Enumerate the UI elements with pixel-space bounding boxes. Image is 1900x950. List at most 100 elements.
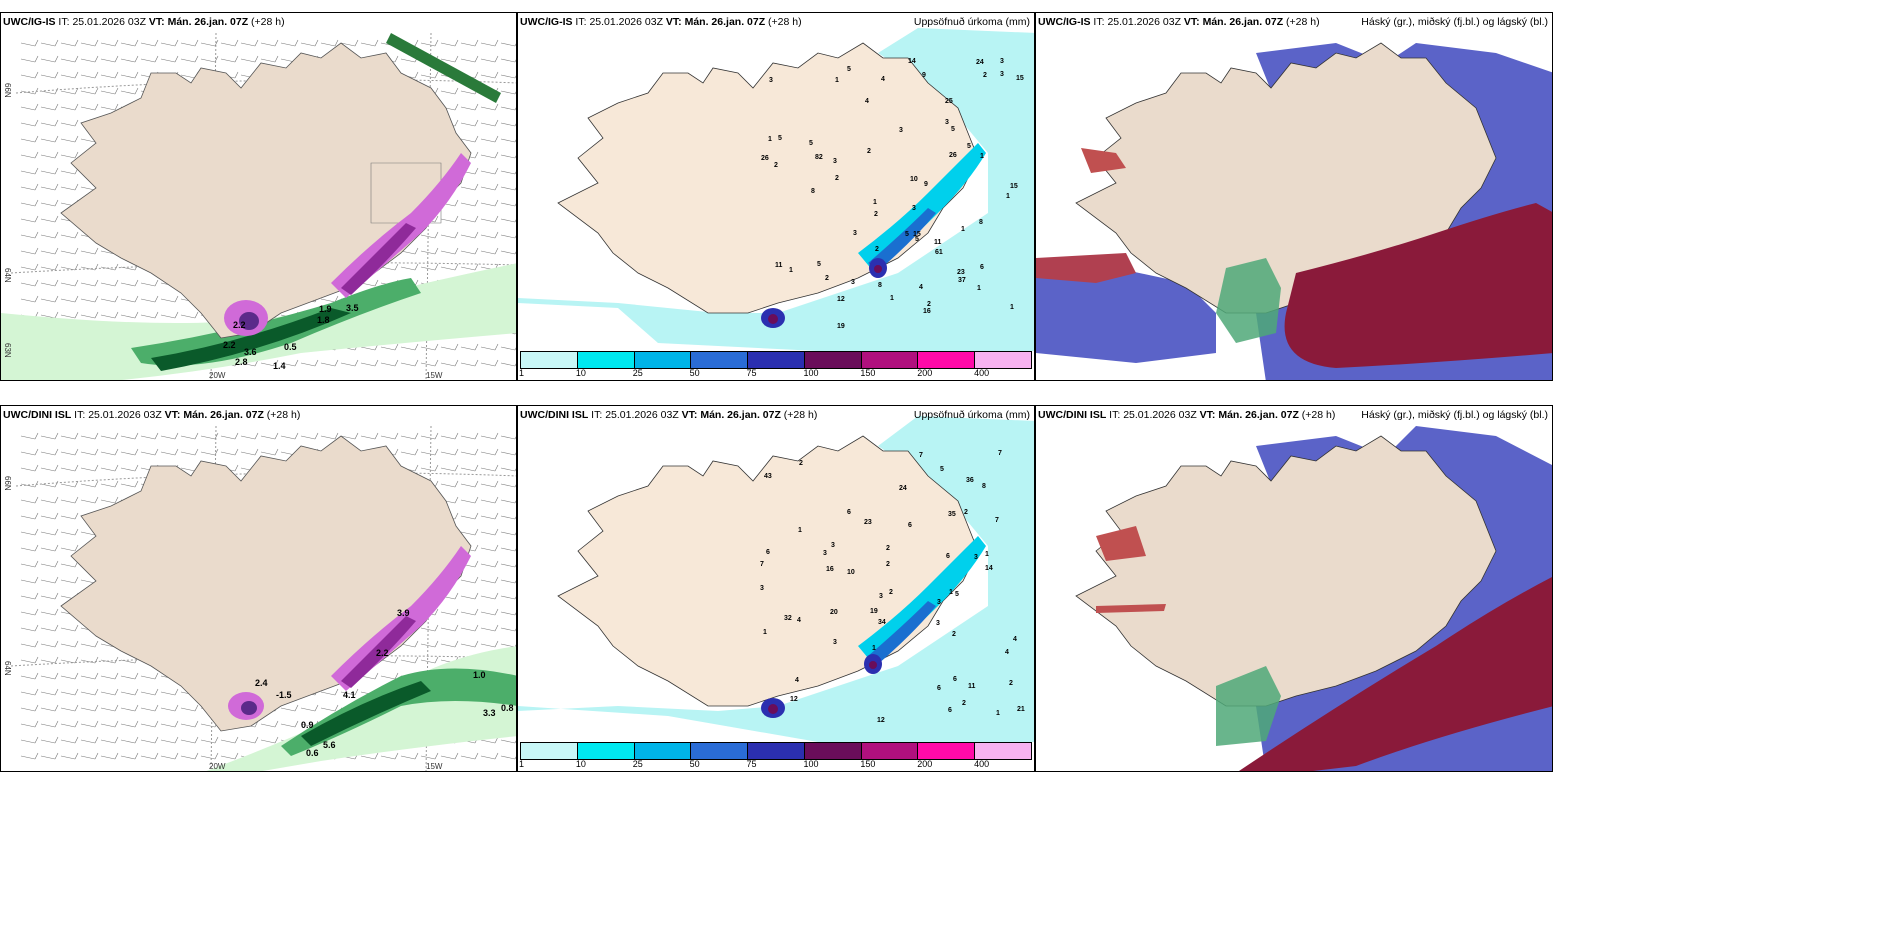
precip-value-label: 36: [966, 477, 974, 484]
mid-cloud-green: [1216, 666, 1281, 746]
legend-swatch: [861, 352, 919, 368]
wind-barb: [440, 343, 459, 351]
map-value-label: 2.2: [376, 648, 389, 658]
purple-precip-cells: [228, 546, 471, 720]
wind-barb: [100, 672, 119, 680]
wind-barb: [440, 215, 459, 223]
wind-barb: [60, 672, 79, 680]
wind-barb: [80, 55, 99, 63]
legend-swatch: [975, 743, 1032, 759]
wind-barb: [500, 122, 516, 127]
wind-barb: [400, 432, 419, 440]
wind-barb: [180, 752, 199, 760]
wind-barb: [40, 231, 59, 239]
wind-barb: [240, 55, 259, 63]
wind-barb: [480, 624, 499, 632]
wind-barb: [20, 55, 39, 63]
wind-barb: [320, 688, 339, 696]
wind-barb: [40, 512, 59, 520]
wind-barb: [120, 448, 139, 456]
wind-barb: [40, 592, 59, 600]
wind-barb: [420, 359, 439, 367]
wind-barb: [320, 39, 339, 47]
precip-value-label: 12: [790, 696, 798, 703]
precip-value-label: 3: [769, 77, 773, 84]
wind-barb: [80, 279, 99, 287]
wind-barb: [180, 736, 199, 744]
wind-barb: [420, 263, 439, 271]
precip-value-label: 6: [908, 522, 912, 529]
legend-tick: 75: [746, 759, 757, 769]
wind-barb: [300, 704, 319, 712]
wind-barb: [120, 688, 139, 696]
wind-barb: [340, 432, 359, 440]
wind-barb: [460, 512, 479, 520]
wind-barb: [80, 752, 99, 760]
legend-tick: 1: [519, 368, 525, 378]
wind-barb: [480, 592, 499, 600]
wind-barb: [480, 199, 499, 207]
wind-barb: [500, 499, 516, 504]
precip-value-label: 4: [797, 617, 801, 624]
wind-barb: [40, 167, 59, 175]
legend-tick: 400: [974, 759, 990, 769]
precip-value-label: 5: [940, 466, 944, 473]
wind-barb: [160, 688, 179, 696]
wind-barb: [300, 432, 319, 440]
precip-value-label: 3: [1000, 71, 1004, 78]
wind-barb: [40, 656, 59, 664]
wind-barb: [120, 311, 139, 319]
wind-barb: [20, 39, 39, 47]
precip-value-label: 14: [985, 565, 993, 572]
precip-value-label: 15: [1016, 75, 1024, 82]
wind-barb: [20, 688, 39, 696]
wind-barb: [480, 231, 499, 239]
wind-barb: [40, 295, 59, 303]
wind-barb: [20, 295, 39, 303]
wind-barb: [420, 464, 439, 472]
map-value-label: 5.6: [323, 740, 336, 750]
precip-value-label: 5: [778, 135, 782, 142]
precip-value-label: 23: [864, 519, 872, 526]
wind-barb: [400, 247, 419, 255]
wind-barb: [300, 359, 319, 367]
axis-lon: 15W: [426, 762, 443, 771]
precip-value-label: 3: [851, 279, 855, 286]
wind-barb: [40, 688, 59, 696]
axis-lat: 66N: [3, 83, 12, 98]
wind-barb: [500, 202, 516, 207]
wind-barb: [380, 343, 399, 351]
precip-value-label: 10: [847, 569, 855, 576]
wind-barb: [240, 432, 259, 440]
wind-barb: [400, 359, 419, 367]
wind-barb: [500, 435, 516, 440]
wind-barb: [20, 183, 39, 191]
wind-barb: [80, 640, 99, 648]
wind-barb: [280, 432, 299, 440]
precip-value-label: 9: [922, 72, 926, 79]
wind-barb: [160, 55, 179, 63]
wind-barb: [500, 611, 516, 616]
legend-swatch: [634, 352, 692, 368]
precip-value-label: 4: [881, 76, 885, 83]
wind-barb: [400, 448, 419, 456]
precip-value-label: 1: [768, 136, 772, 143]
wind-barb: [120, 464, 139, 472]
precip-value-label: 2: [962, 700, 966, 707]
precip-value-label: 34: [878, 619, 886, 626]
wind-barb: [40, 464, 59, 472]
wind-barb: [460, 448, 479, 456]
wind-barb: [20, 752, 39, 760]
precip-value-label: 2: [1009, 680, 1013, 687]
legend-swatch: [748, 743, 805, 759]
wind-barb: [60, 247, 79, 255]
wind-barb: [480, 55, 499, 63]
legend-tick: 100: [803, 759, 819, 769]
precip-value-label: 11: [934, 239, 942, 246]
panel-header: UWC/IG-IS IT: 25.01.2026 03Z VT: Mán. 26…: [3, 16, 285, 28]
precip-value-label: 5: [905, 231, 909, 238]
precip-value-label: 8: [979, 219, 983, 226]
wind-barb: [60, 39, 79, 47]
